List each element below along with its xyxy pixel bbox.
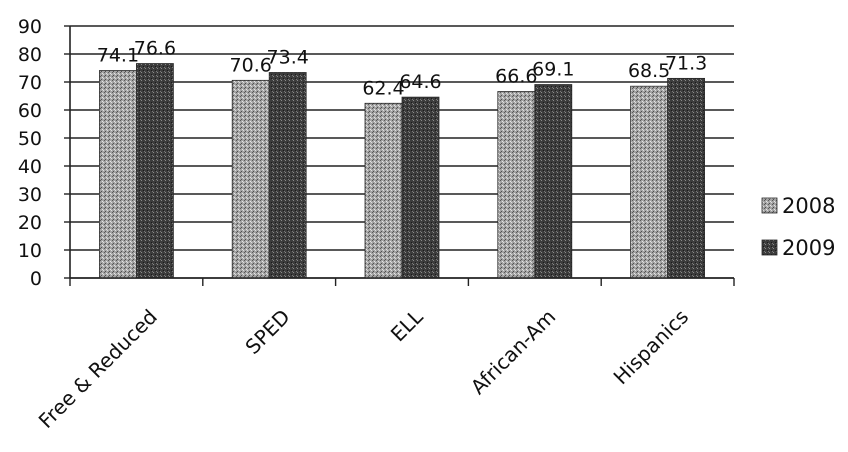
data-label-2008-3: 66.6 [495,66,537,88]
bar-2009-0 [135,63,174,279]
data-label-2009-4: 71.3 [665,52,707,74]
bar-2009-1 [268,72,307,279]
category-label-2: ELL [386,304,428,346]
y-tick-label: 90 [18,16,42,38]
data-label-2009-2: 64.6 [399,71,441,93]
bar-2008-0 [99,70,137,279]
y-tick-label: 0 [30,268,42,290]
y-tick-label: 30 [18,184,42,206]
y-axis: 0 10 20 30 40 50 60 70 80 90 [18,16,71,290]
bar-2008-2 [364,102,403,279]
bars [99,63,705,279]
data-label-2008-4: 68.5 [628,60,670,82]
data-labels: 74.176.6 70.673.4 62.464.6 66.669.1 68.571.3 [97,38,708,100]
data-label-2009-3: 69.1 [532,59,574,81]
legend-label-2008: 2008 [782,194,835,218]
legend-label-2009: 2009 [782,236,835,260]
bar-2008-3 [497,91,536,279]
category-label-1: SPED [240,305,294,359]
bar-2009-2 [401,96,440,279]
bar-2009-3 [534,84,573,279]
legend-swatch-2009 [761,239,778,256]
y-tick-label: 80 [18,44,42,66]
category-label-4: Hispanics [609,305,694,390]
y-tick-label: 50 [18,128,42,150]
x-axis: Free & Reduced SPED ELL African-Am Hispanics [34,277,735,433]
y-tick-label: 40 [18,156,42,178]
data-label-2008-1: 70.6 [230,54,272,76]
bar-2009-4 [667,77,705,279]
data-label-2009-1: 73.4 [267,46,309,68]
data-label-2008-2: 62.4 [362,77,404,99]
data-label-2008-0: 74.1 [97,45,139,67]
bar-2008-4 [630,85,668,279]
legend: 2008 2009 [761,194,835,260]
y-tick-label: 70 [18,72,42,94]
category-label-0: Free & Reduced [34,305,162,433]
data-label-2009-0: 76.6 [134,38,176,60]
y-tick-label: 60 [18,100,42,122]
legend-swatch-2008 [761,197,778,214]
y-tick-label: 10 [18,240,42,262]
y-tick-label: 20 [18,212,42,234]
bar-2008-1 [231,79,270,279]
category-label-3: African-Am [466,305,561,400]
